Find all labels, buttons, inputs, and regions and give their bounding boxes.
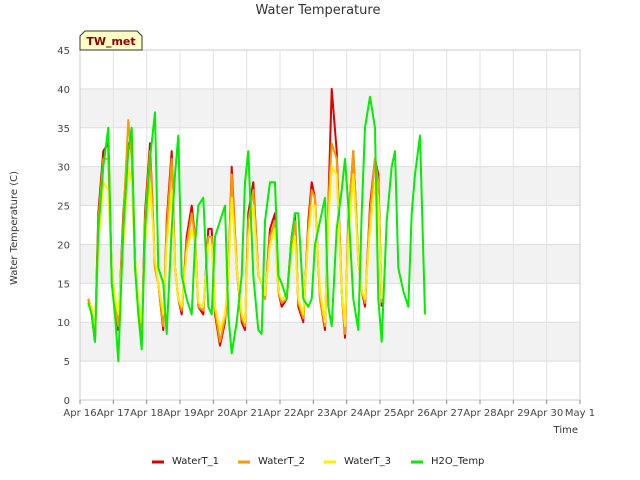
y-tick-label: 25 bbox=[57, 202, 70, 213]
badge-label: TW_met bbox=[86, 35, 135, 48]
x-tick-label: Apr 17 bbox=[97, 408, 130, 419]
x-tick-label: Apr 18 bbox=[130, 408, 163, 419]
x-tick-label: Apr 25 bbox=[363, 408, 396, 419]
x-axis-title: Time bbox=[553, 425, 578, 436]
y-tick-label: 0 bbox=[64, 396, 70, 407]
chart-title: Water Temperature bbox=[256, 3, 381, 18]
x-tick-label: Apr 19 bbox=[163, 408, 196, 419]
series-layer bbox=[87, 87, 426, 363]
series-line-h2o-temp bbox=[87, 95, 426, 363]
x-tick-label: Apr 20 bbox=[197, 408, 230, 419]
y-tick-label: 40 bbox=[57, 85, 70, 96]
x-tick-label: Apr 23 bbox=[297, 408, 330, 419]
x-tick-label: Apr 26 bbox=[397, 408, 430, 419]
legend-label: WaterT_2 bbox=[258, 456, 305, 467]
x-tick-label: Apr 29 bbox=[497, 408, 530, 419]
x-tick-label: Apr 24 bbox=[330, 408, 363, 419]
y-axis-ticks: 0 5 10 15 20 25 30 35 40 45 bbox=[57, 46, 70, 407]
y-tick-label: 30 bbox=[57, 163, 70, 174]
x-axis-ticks: Apr 16 Apr 17 Apr 18 Apr 19 Apr 20 Apr 21 Apr … bbox=[63, 400, 595, 419]
x-tick-label: Apr 22 bbox=[263, 408, 296, 419]
y-tick-label: 20 bbox=[57, 240, 70, 251]
x-tick-label: Apr 16 bbox=[63, 408, 96, 419]
plot-band bbox=[80, 322, 580, 362]
y-tick-label: 5 bbox=[64, 357, 70, 368]
x-tick-label: Apr 28 bbox=[463, 408, 496, 419]
plot-border bbox=[79, 49, 581, 401]
badge-shape bbox=[79, 30, 143, 51]
x-tick-label: Apr 27 bbox=[430, 408, 463, 419]
y-tick-label: 15 bbox=[57, 279, 70, 290]
x-tick-label: Apr 21 bbox=[230, 408, 263, 419]
x-tick-label: Apr 30 bbox=[530, 408, 563, 419]
legend-label: H2O_Temp bbox=[431, 456, 484, 467]
legend-label: WaterT_3 bbox=[344, 456, 391, 467]
plot-background bbox=[80, 50, 580, 400]
y-axis-title: Water Temperature (C) bbox=[9, 171, 20, 285]
y-tick-label: 45 bbox=[57, 46, 70, 57]
legend: WaterT_1 WaterT_2 WaterT_3 H2O_Temp bbox=[152, 456, 484, 467]
plot-band bbox=[80, 244, 580, 284]
x-tick-label: May 1 bbox=[565, 408, 595, 419]
y-tick-label: 35 bbox=[57, 124, 70, 135]
legend-label: WaterT_1 bbox=[172, 456, 219, 467]
station-badge: TW_met bbox=[79, 30, 143, 51]
y-tick-label: 10 bbox=[57, 318, 70, 329]
